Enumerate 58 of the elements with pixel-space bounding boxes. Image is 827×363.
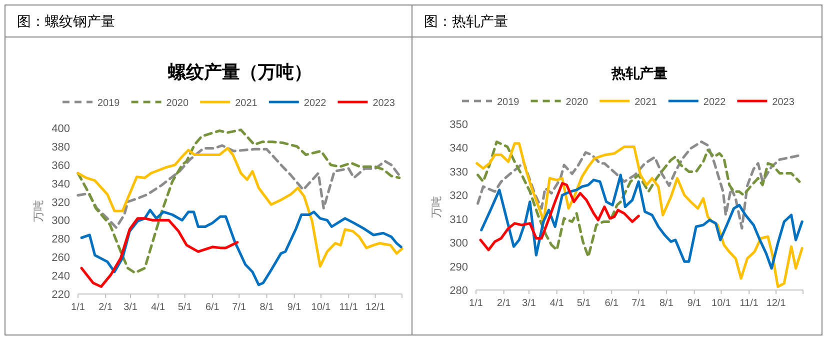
- x-tick-label: 1/1: [71, 302, 86, 313]
- legend-label: 2020: [166, 98, 189, 109]
- x-tick-label: 5/1: [178, 302, 192, 313]
- y-tick-label: 220: [52, 289, 70, 301]
- x-tick-label: 9/1: [687, 298, 702, 309]
- x-tick-label: 7/1: [632, 298, 646, 309]
- y-tick-label: 320: [52, 196, 70, 209]
- x-tick-label: 7/1: [232, 302, 246, 313]
- x-tick-label: 5/1: [576, 298, 592, 309]
- legend-label: 2021: [634, 97, 658, 108]
- legend-label: 2023: [372, 98, 396, 109]
- x-tick-label: 2/1: [496, 298, 512, 309]
- y-tick-label: 280: [52, 234, 70, 246]
- y-tick-label: 290: [450, 261, 468, 274]
- x-tick-label: 3/1: [522, 298, 536, 309]
- legend-label: 2022: [304, 98, 327, 109]
- y-axis-title: 万吨: [32, 200, 45, 222]
- legend-label: 2020: [566, 97, 588, 108]
- x-tick-label: 10/1: [311, 302, 332, 313]
- chart-subtitle: 热轧产量: [610, 65, 668, 81]
- y-tick-label: 350: [450, 119, 468, 131]
- y-tick-label: 330: [450, 166, 468, 178]
- chart-title: 图：螺纹钢产量: [17, 13, 115, 29]
- chart-subtitle: 螺纹产量（万吨）: [167, 62, 312, 82]
- x-tick-label: 12/1: [366, 302, 386, 313]
- x-tick-label: 4/1: [151, 302, 166, 313]
- y-tick-label: 310: [450, 214, 468, 226]
- y-tick-label: 340: [52, 178, 70, 190]
- legend-label: 2021: [235, 98, 258, 109]
- x-tick-label: 3/1: [124, 302, 138, 313]
- x-tick-label: 8/1: [260, 302, 274, 313]
- legend-label: 2022: [703, 97, 726, 108]
- x-tick-label: 2/1: [98, 302, 113, 313]
- x-tick-label: 9/1: [287, 302, 302, 313]
- x-tick-label: 11/1: [740, 298, 759, 309]
- y-tick-label: 280: [450, 285, 468, 297]
- y-tick-label: 380: [52, 141, 70, 154]
- legend-label: 2019: [497, 97, 520, 108]
- x-tick-label: 10/1: [712, 298, 732, 309]
- x-tick-label: 6/1: [205, 302, 220, 313]
- y-tick-label: 340: [450, 142, 468, 155]
- y-tick-label: 300: [450, 238, 468, 250]
- y-axis-title: 万吨: [430, 196, 443, 218]
- y-tick-label: 240: [52, 270, 70, 283]
- chart-title: 图：热轧产量: [424, 13, 508, 29]
- legend-label: 2023: [772, 97, 795, 108]
- x-tick-label: 12/1: [766, 298, 786, 309]
- x-tick-label: 8/1: [659, 298, 674, 309]
- y-tick-label: 360: [52, 160, 70, 172]
- x-tick-label: 4/1: [550, 298, 564, 309]
- x-tick-label: 11/1: [339, 302, 358, 313]
- y-tick-label: 400: [52, 123, 70, 135]
- y-tick-label: 320: [450, 190, 468, 202]
- y-tick-label: 300: [52, 215, 70, 228]
- x-tick-label: 6/1: [604, 298, 620, 309]
- x-tick-label: 1/1: [469, 298, 484, 309]
- legend-label: 2019: [98, 98, 120, 109]
- y-tick-label: 260: [52, 252, 70, 264]
